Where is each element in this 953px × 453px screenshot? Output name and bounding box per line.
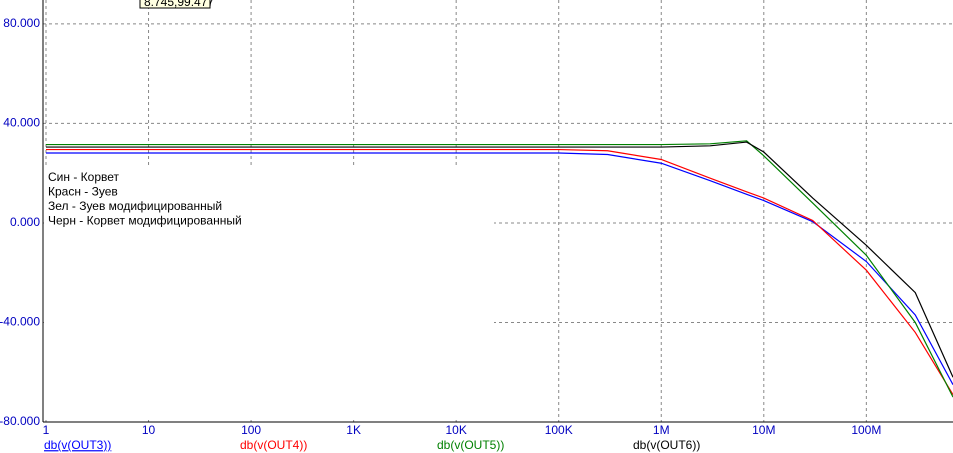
tooltip-text: 8.745,99.477 xyxy=(144,0,214,9)
legend-entry: db(v(OUT6)) xyxy=(633,438,700,452)
series-line xyxy=(46,152,953,385)
x-tick-label: 1M xyxy=(653,423,670,437)
x-tick-label: 10K xyxy=(445,423,466,437)
x-tick-label: 1 xyxy=(43,423,50,437)
legend-note: Черн - Корвет модифицированный xyxy=(48,214,242,228)
series-line xyxy=(46,148,953,395)
y-tick-label: 0.000 xyxy=(10,215,40,229)
y-tick-label: -80.000 xyxy=(0,414,40,428)
y-tick-label: 80.000 xyxy=(3,16,40,30)
x-tick-label: 100M xyxy=(851,423,881,437)
y-tick-label: -40.000 xyxy=(0,315,40,329)
legend-entry: db(v(OUT4)) xyxy=(240,438,307,452)
series-line xyxy=(46,140,953,398)
x-tick-label: 10M xyxy=(752,423,775,437)
x-tick-label: 100 xyxy=(241,423,261,437)
legend-entry: db(v(OUT3)) xyxy=(44,438,111,452)
x-tick-label: 100K xyxy=(545,423,573,437)
legend-note: Зел - Зуев модифицированный xyxy=(48,199,222,213)
x-tick-label: 10 xyxy=(142,423,156,437)
tooltip-box xyxy=(139,0,211,9)
series-line xyxy=(46,141,953,378)
y-tick-label: 40.000 xyxy=(3,116,40,130)
legend-entry: db(v(OUT5)) xyxy=(437,438,504,452)
legend-note: Красн - Зуев xyxy=(48,185,118,199)
legend-note: Син - Корвет xyxy=(48,170,120,184)
x-tick-label: 1K xyxy=(346,423,361,437)
legend-box xyxy=(44,168,494,420)
